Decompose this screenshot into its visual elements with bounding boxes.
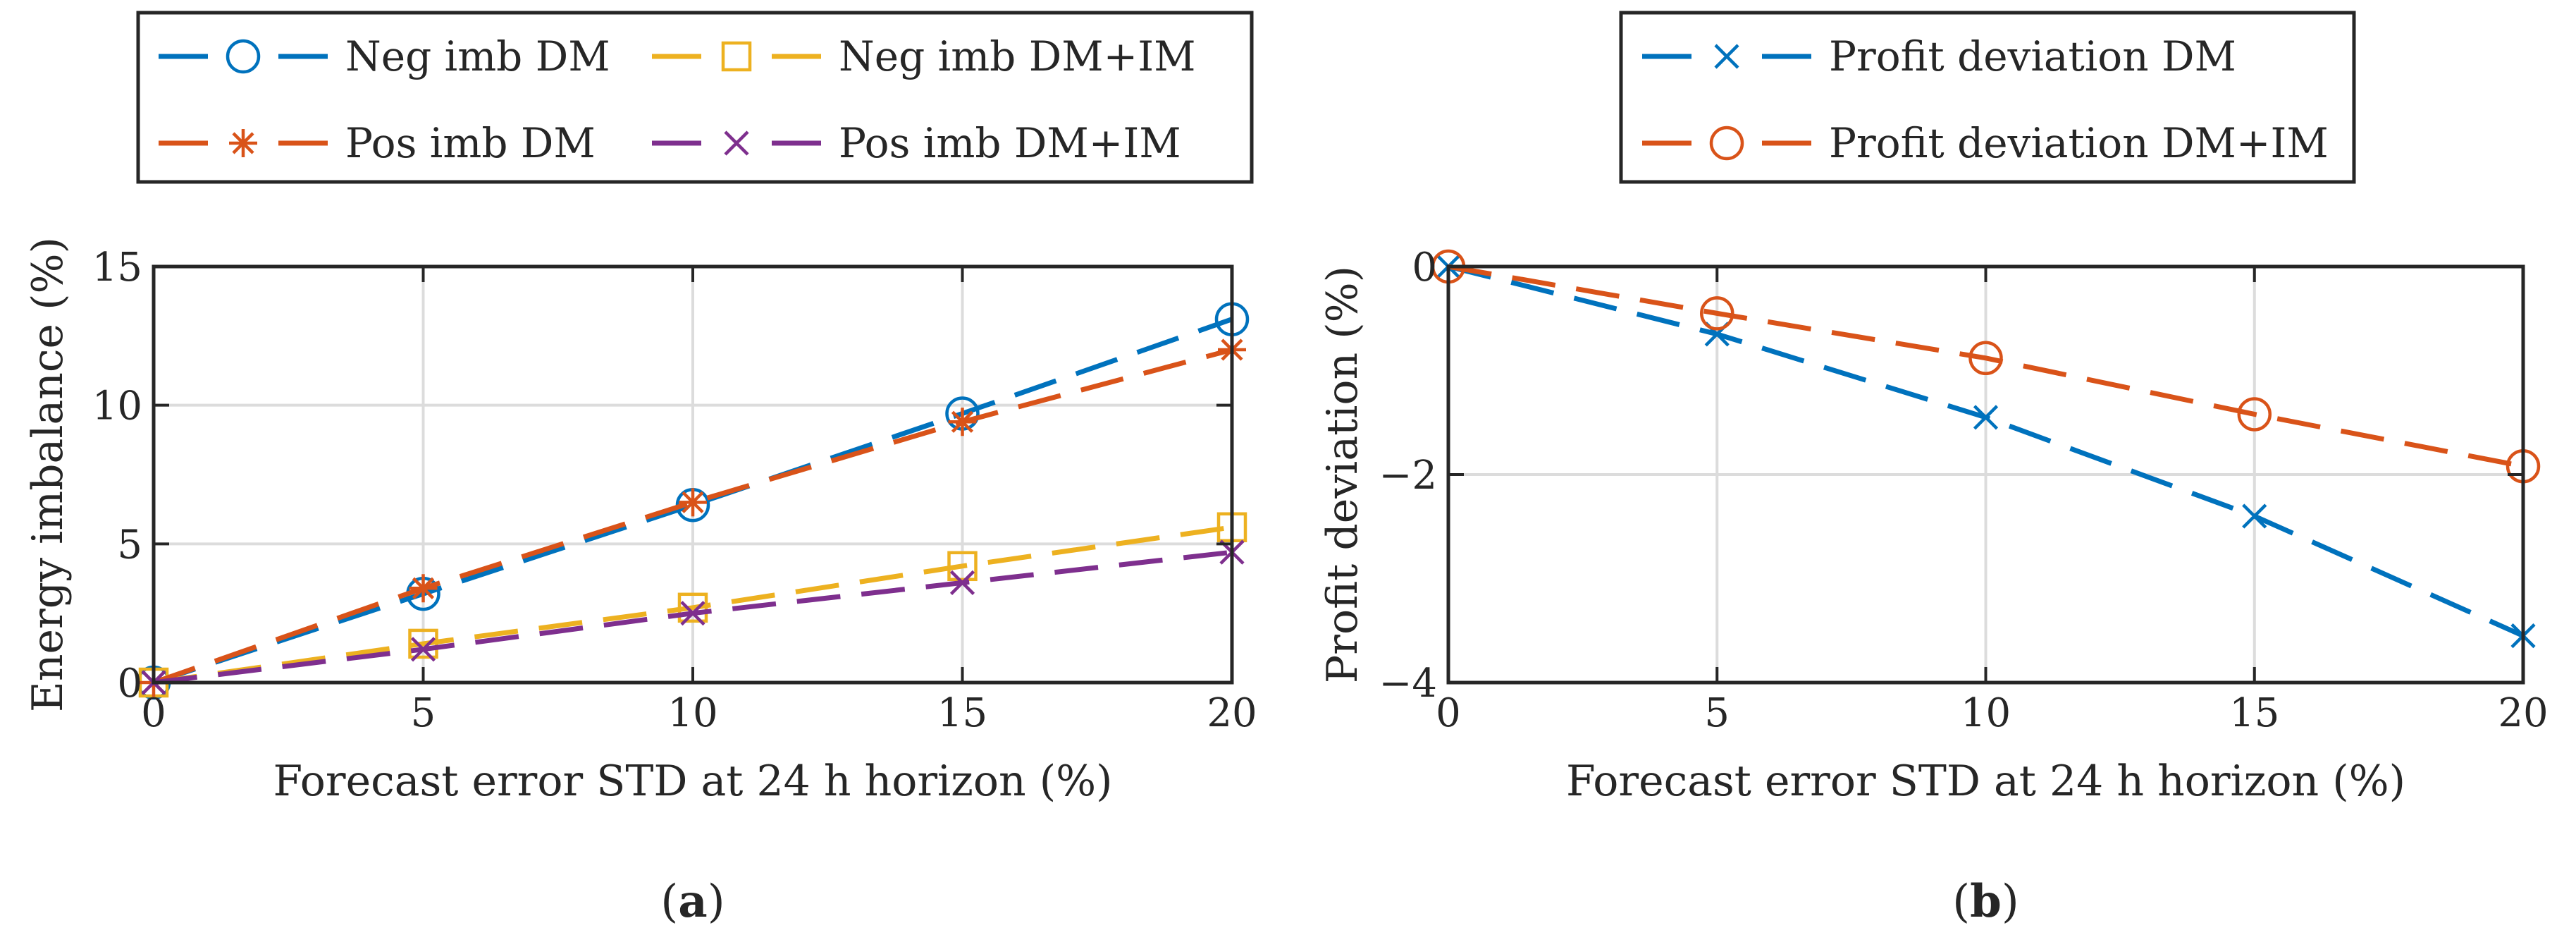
y-axis-label: Profit deviation (%) <box>1318 266 1367 683</box>
legend-marker-neg-imb-dm-im <box>721 41 752 72</box>
series-line-neg-imb-dm-im <box>153 525 1233 685</box>
panel-label-paren: ) <box>708 876 725 928</box>
x-tick-label: 15 <box>937 690 987 736</box>
legend-marker-pos-imb-dm <box>229 129 257 157</box>
legend-marker-pos-imb-dm-im <box>724 130 749 156</box>
y-tick-label: −2 <box>1379 453 1437 499</box>
data-point-pos-imb-dm <box>948 408 977 436</box>
x-tick-label: 20 <box>1207 690 1257 736</box>
legend-marker-profit-deviation-dm <box>1714 44 1739 69</box>
data-point-profit-deviation-dm <box>1973 405 1999 430</box>
y-tick-label: 5 <box>117 522 142 568</box>
legend-entry-profit-deviation-dm: Profit deviation DM <box>1829 32 2236 80</box>
x-tick-label: 5 <box>411 690 436 736</box>
y-tick-label: 10 <box>92 384 142 429</box>
legend-entry-pos-imb-dm-im: Pos imb DM+IM <box>839 119 1181 167</box>
panel-label-paren: ( <box>1952 876 1970 928</box>
data-point-pos-imb-dm-im <box>680 601 705 626</box>
legend-marker-neg-imb-dm <box>226 39 261 74</box>
y-tick-label: 0 <box>1412 245 1437 291</box>
legend-entry-pos-imb-dm: Pos imb DM <box>345 119 596 167</box>
legend-box <box>136 11 1254 184</box>
y-tick-label: 15 <box>92 245 142 291</box>
x-tick-label: 0 <box>141 690 166 736</box>
legend-marker-profit-deviation-dm-im <box>1709 126 1744 161</box>
data-point-profit-deviation-dm-im <box>2237 397 2272 432</box>
x-tick-label: 0 <box>1436 690 1461 736</box>
x-tick-label: 15 <box>2229 690 2279 736</box>
x-axis-label: Forecast error STD at 24 h horizon (%) <box>273 757 1112 806</box>
panel-label-letter: a <box>678 875 707 928</box>
panel-label: (a) <box>660 875 725 928</box>
x-tick-label: 10 <box>1961 690 2011 736</box>
panel-a: 0 5 10 15 20 0 5 10 15 Forecast error STD at 24 h… <box>23 11 1257 928</box>
data-point-pos-imb-dm-im <box>410 637 436 662</box>
panel-label-paren: ) <box>2002 876 2019 928</box>
legend-entry-neg-imb-dm: Neg imb DM <box>345 32 610 80</box>
legend-entry-neg-imb-dm-im: Neg imb DM+IM <box>839 32 1196 80</box>
x-tick-label: 10 <box>667 690 717 736</box>
panel-label-paren: ( <box>660 876 678 928</box>
x-axis-label: Forecast error STD at 24 h horizon (%) <box>1566 757 2405 806</box>
data-point-profit-deviation-dm <box>2242 503 2267 529</box>
y-tick-label: 0 <box>117 661 142 707</box>
data-point-profit-deviation-dm-im <box>1700 296 1734 331</box>
panel-label: (b) <box>1952 875 2019 928</box>
x-tick-label: 5 <box>1704 690 1730 736</box>
legend-entry-profit-deviation-dm-im: Profit deviation DM+IM <box>1829 119 2329 167</box>
y-axis-label: Energy imbalance (%) <box>23 237 73 712</box>
legend-box <box>1619 11 2356 184</box>
series-line-profit-deviation-dm-im <box>1448 264 2524 469</box>
data-point-neg-imb-dm-im <box>947 551 978 582</box>
panel-label-letter: b <box>1970 875 2002 928</box>
series-line-neg-imb-dm <box>152 317 1233 685</box>
data-point-profit-deviation-dm-im <box>1968 341 2003 376</box>
series-line-pos-imb-dm <box>152 347 1233 685</box>
data-point-pos-imb-dm-im <box>949 570 975 595</box>
x-tick-label: 20 <box>2498 690 2548 736</box>
y-tick-label: −4 <box>1379 661 1437 707</box>
data-point-neg-imb-dm-im <box>408 628 438 659</box>
panel-b: 0 5 10 15 20 −4 −2 0 Forecast error STD at 24 h … <box>1318 11 2549 928</box>
data-point-neg-imb-dm-im <box>677 592 708 623</box>
data-point-pos-imb-dm <box>679 488 707 517</box>
data-point-pos-imb-dm <box>409 574 438 603</box>
